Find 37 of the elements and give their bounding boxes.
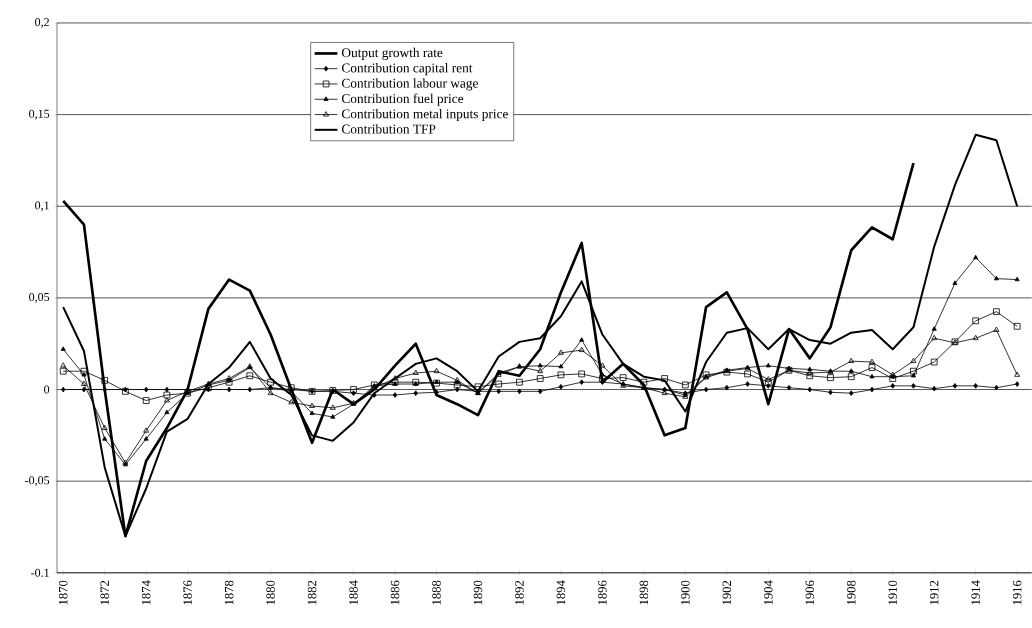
legend-label: Contribution metal inputs price (341, 109, 508, 122)
y-tick-label: 0,1 (35, 201, 49, 212)
x-tick-label: 1872 (100, 580, 109, 605)
x-tick-label: 1870 (58, 580, 68, 605)
x-tick-label: 1876 (183, 580, 192, 605)
y-tick-label: 0,15 (29, 109, 50, 120)
x-tick-label: 1888 (432, 580, 441, 605)
y-tick-label: -0.1 (31, 568, 49, 577)
x-tick-label: 1894 (556, 580, 566, 605)
x-tick-label: 1880 (266, 580, 275, 605)
x-tick-label: 1916 (1012, 580, 1022, 605)
legend-label: Contribution labour wage (341, 78, 478, 91)
x-tick-label: 1898 (639, 580, 649, 605)
y-tick-label: 0 (44, 385, 50, 394)
x-tick-label: 1892 (515, 580, 524, 605)
legend-label: Contribution capital rent (341, 63, 473, 76)
y-tick-label: -0,05 (25, 476, 50, 487)
x-tick-label: 1910 (888, 580, 897, 605)
x-tick-label: 1900 (681, 580, 690, 605)
x-tick-label: 1904 (764, 580, 773, 605)
legend-label: Contribution fuel price (341, 93, 464, 106)
x-tick-label: 1906 (805, 580, 815, 605)
x-tick-label: 1890 (473, 580, 483, 605)
legend-label: Output growth rate (341, 47, 443, 61)
legend-label: Contribution TFP (341, 124, 436, 134)
x-tick-label: 1912 (929, 580, 939, 605)
x-tick-label: 1902 (722, 580, 732, 605)
x-tick-label: 1874 (141, 580, 151, 605)
x-tick-label: 1914 (971, 580, 980, 605)
y-tick-label: 0,2 (35, 18, 49, 28)
y-tick-label: 0,05 (29, 293, 50, 303)
x-tick-label: 1908 (846, 580, 856, 605)
x-tick-label: 1882 (307, 580, 317, 605)
x-tick-label: 1886 (390, 580, 400, 605)
x-tick-label: 1884 (349, 580, 358, 605)
x-tick-label: 1896 (598, 580, 607, 605)
x-tick-label: 1878 (224, 580, 234, 605)
